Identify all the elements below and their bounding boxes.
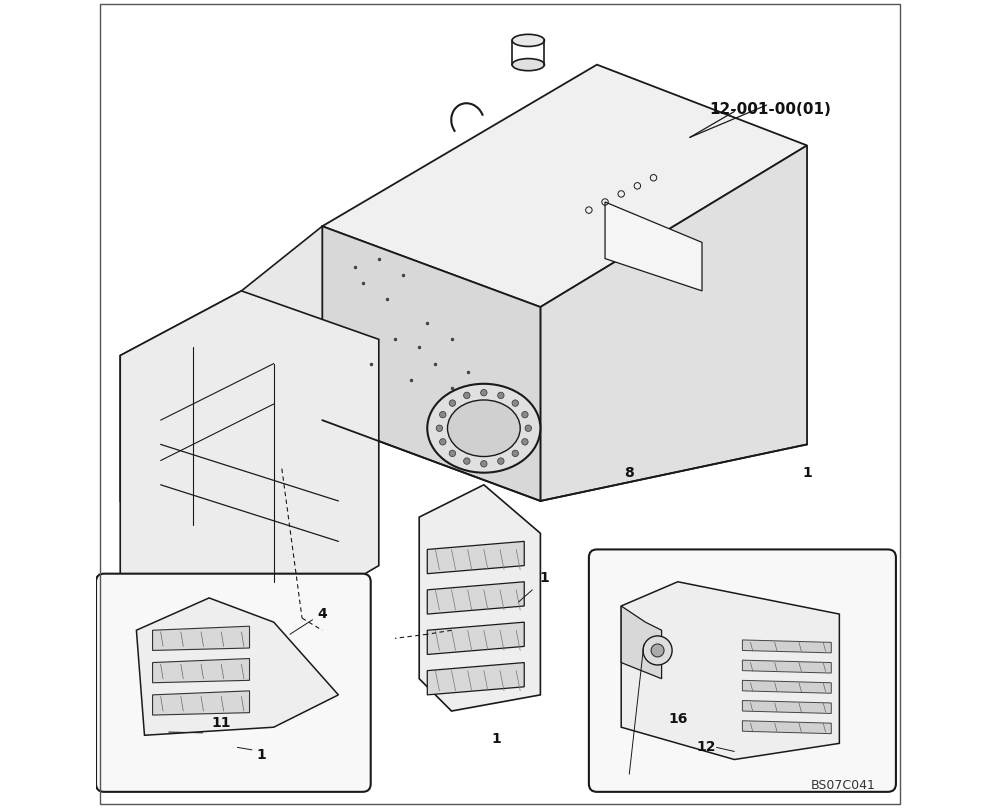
Circle shape	[449, 450, 456, 457]
Polygon shape	[427, 582, 524, 614]
Text: 12-001-00(01): 12-001-00(01)	[710, 102, 832, 116]
Circle shape	[464, 392, 470, 398]
Text: 1: 1	[540, 570, 549, 585]
Text: 16: 16	[668, 712, 687, 726]
Circle shape	[481, 461, 487, 467]
Polygon shape	[419, 485, 540, 711]
Text: 4: 4	[317, 607, 327, 621]
Circle shape	[512, 450, 518, 457]
Ellipse shape	[447, 400, 520, 457]
Circle shape	[440, 411, 446, 418]
Circle shape	[464, 458, 470, 465]
Polygon shape	[742, 721, 831, 734]
Polygon shape	[120, 226, 322, 501]
Text: 1: 1	[491, 732, 501, 747]
Circle shape	[522, 439, 528, 445]
Text: 12: 12	[696, 740, 716, 755]
Polygon shape	[621, 582, 839, 760]
Polygon shape	[540, 145, 807, 501]
FancyBboxPatch shape	[589, 549, 896, 792]
Circle shape	[522, 411, 528, 418]
Circle shape	[498, 392, 504, 398]
Polygon shape	[742, 680, 831, 693]
Polygon shape	[621, 606, 662, 679]
Polygon shape	[427, 541, 524, 574]
Polygon shape	[153, 691, 250, 715]
Polygon shape	[153, 626, 250, 650]
Circle shape	[436, 425, 443, 431]
Text: 11: 11	[211, 716, 231, 730]
Polygon shape	[605, 202, 702, 291]
Polygon shape	[322, 226, 540, 501]
Polygon shape	[153, 659, 250, 683]
Ellipse shape	[427, 384, 540, 473]
Text: 1: 1	[802, 465, 812, 480]
Polygon shape	[136, 598, 338, 735]
Text: BS07C041: BS07C041	[811, 779, 876, 792]
Circle shape	[449, 400, 456, 406]
Circle shape	[481, 389, 487, 396]
Circle shape	[651, 644, 664, 657]
Ellipse shape	[512, 35, 544, 46]
Polygon shape	[322, 65, 807, 307]
Polygon shape	[742, 640, 831, 653]
Polygon shape	[120, 291, 379, 646]
Polygon shape	[742, 660, 831, 673]
FancyBboxPatch shape	[96, 574, 371, 792]
Circle shape	[525, 425, 532, 431]
Polygon shape	[742, 701, 831, 713]
Circle shape	[512, 400, 518, 406]
Ellipse shape	[512, 58, 544, 70]
Text: 1: 1	[257, 748, 267, 763]
Circle shape	[440, 439, 446, 445]
Circle shape	[498, 458, 504, 465]
Polygon shape	[427, 663, 524, 695]
Text: 8: 8	[624, 465, 634, 480]
Circle shape	[643, 636, 672, 665]
Polygon shape	[427, 622, 524, 654]
